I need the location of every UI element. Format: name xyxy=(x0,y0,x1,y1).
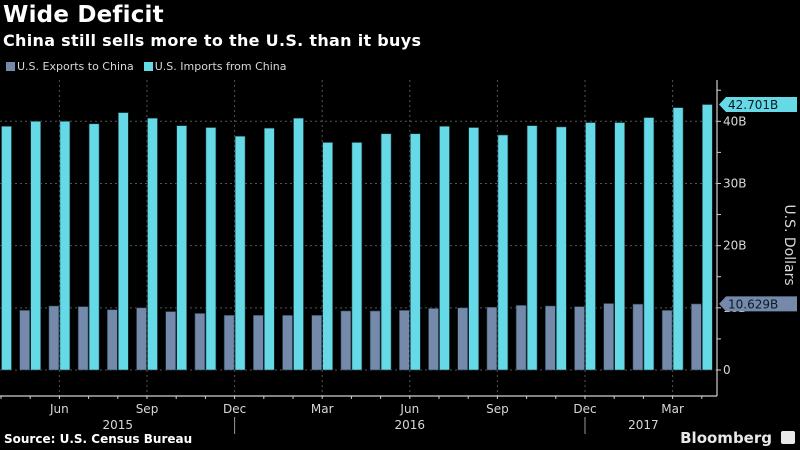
chart-title: Wide Deficit xyxy=(3,2,164,28)
source-note: Source: U.S. Census Bureau xyxy=(4,432,193,446)
bar-imports xyxy=(526,125,538,371)
x-tick-label: Jun xyxy=(49,402,69,416)
bar-imports xyxy=(614,122,626,371)
bar-exports xyxy=(165,311,176,371)
legend-item-exports: U.S. Exports to China xyxy=(6,60,134,73)
bar-imports xyxy=(176,125,187,371)
bar-imports xyxy=(59,121,71,371)
bar-exports xyxy=(369,310,381,371)
bar-exports xyxy=(136,307,147,371)
x-tick-label: Dec xyxy=(573,402,596,416)
bar-imports xyxy=(439,125,450,371)
bar-imports xyxy=(409,133,421,371)
exports-last-value-label: 10.629B xyxy=(728,297,778,311)
y-tick-label: 30B xyxy=(723,176,747,190)
legend: U.S. Exports to China U.S. Imports from … xyxy=(6,60,297,73)
bar-exports xyxy=(486,306,498,371)
y-tick-label: 40B xyxy=(723,114,747,128)
x-tick-label: Mar xyxy=(661,402,684,416)
bar-exports xyxy=(223,314,235,371)
bar-imports xyxy=(234,135,246,371)
bar-exports xyxy=(194,313,206,371)
bar-imports xyxy=(585,122,596,371)
bar-imports xyxy=(322,142,334,371)
chart-subtitle: China still sells more to the U.S. than … xyxy=(3,31,422,50)
bar-exports xyxy=(398,310,410,371)
bar-imports xyxy=(118,112,129,371)
bar-exports xyxy=(77,306,89,371)
bar-exports xyxy=(253,314,264,371)
y-tick-label: 0 xyxy=(723,363,731,377)
bar-imports xyxy=(351,142,363,371)
bar-imports xyxy=(293,117,304,371)
x-tick-label: Mar xyxy=(311,402,334,416)
bar-imports xyxy=(468,127,480,371)
bar-imports xyxy=(30,121,42,371)
bar-exports xyxy=(690,303,702,371)
bar-exports xyxy=(311,314,323,371)
bar-exports xyxy=(603,303,615,371)
x-tick-label: Dec xyxy=(223,402,246,416)
bar-imports xyxy=(643,117,655,371)
bar-exports xyxy=(107,309,118,371)
x-tick-label: Sep xyxy=(486,402,509,416)
bar-imports xyxy=(380,133,392,371)
bar-imports xyxy=(555,126,567,371)
legend-swatch-exports xyxy=(6,62,15,71)
bar-exports xyxy=(48,305,60,371)
x-tick-label: Sep xyxy=(136,402,159,416)
bar-exports xyxy=(574,306,585,371)
legend-label-exports: U.S. Exports to China xyxy=(17,60,134,73)
bar-imports xyxy=(497,134,509,371)
legend-item-imports: U.S. Imports from China xyxy=(143,60,287,73)
bar-imports xyxy=(263,127,275,371)
bar-exports xyxy=(340,310,352,371)
bar-exports xyxy=(457,307,469,371)
legend-label-imports: U.S. Imports from China xyxy=(154,60,287,73)
bar-exports xyxy=(515,305,527,371)
x-year-label: 2015 xyxy=(103,418,134,432)
imports-last-value-label: 42.701B xyxy=(728,98,778,112)
y-tick-label: 20B xyxy=(723,239,747,253)
bar-imports xyxy=(205,127,217,371)
bar-exports xyxy=(282,314,293,371)
bar-exports xyxy=(19,310,31,371)
bloomberg-chart-icon xyxy=(781,431,795,444)
bar-exports xyxy=(428,308,439,371)
bar-imports xyxy=(701,104,713,371)
exports-last-value-label-bg xyxy=(719,296,797,312)
x-year-label: 2017 xyxy=(628,418,659,432)
bar-exports xyxy=(544,305,556,371)
bar-imports xyxy=(88,123,100,371)
y-axis-title: U.S. Dollars xyxy=(781,204,797,285)
bar-exports xyxy=(632,303,644,371)
legend-swatch-imports xyxy=(143,62,153,71)
imports-last-value-label-bg xyxy=(719,97,797,113)
bar-imports xyxy=(672,107,684,371)
bar-exports xyxy=(661,310,673,371)
brand-logo: Bloomberg xyxy=(680,429,772,447)
bar-imports xyxy=(147,117,158,371)
x-tick-label: Jun xyxy=(399,402,419,416)
x-year-label: 2016 xyxy=(395,418,426,432)
bar-imports xyxy=(1,125,12,371)
